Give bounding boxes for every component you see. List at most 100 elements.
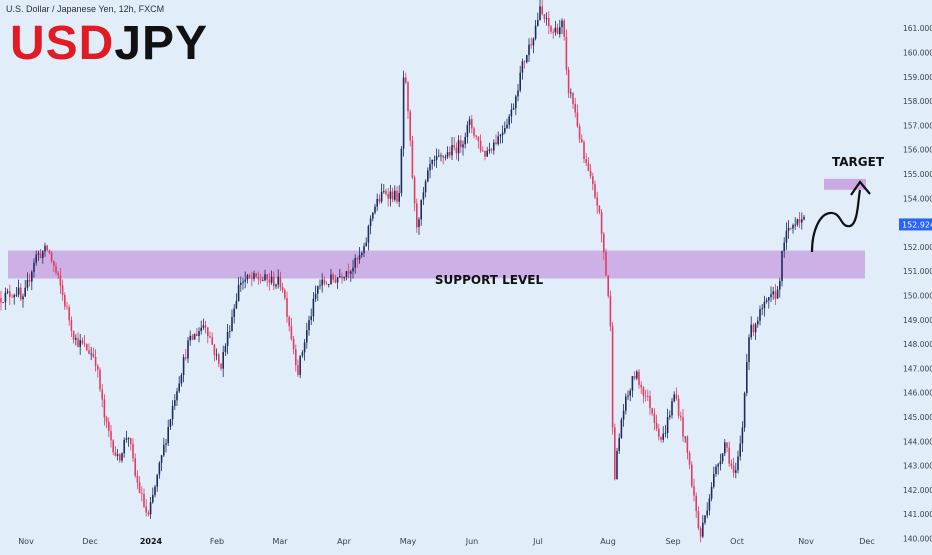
candle xyxy=(123,437,125,458)
candle xyxy=(776,286,779,299)
candle xyxy=(530,37,532,49)
y-tick-label: 159.000 xyxy=(903,73,932,82)
candle xyxy=(589,164,592,180)
candle xyxy=(411,135,414,180)
candle xyxy=(356,256,359,268)
candle xyxy=(92,347,95,359)
candle xyxy=(31,270,33,291)
candle xyxy=(46,244,48,252)
candle xyxy=(264,269,266,282)
candle xyxy=(644,389,647,402)
candle xyxy=(636,370,638,381)
y-tick-label: 158.000 xyxy=(903,97,932,106)
x-tick-label: Nov xyxy=(798,537,814,546)
y-tick-label: 156.000 xyxy=(903,146,932,155)
candle xyxy=(444,154,447,161)
candle xyxy=(64,292,66,311)
candle xyxy=(761,303,763,316)
candle xyxy=(70,316,73,337)
candle xyxy=(534,20,537,41)
candle xyxy=(251,271,253,287)
candle xyxy=(53,260,55,273)
candle xyxy=(218,352,220,368)
candle xyxy=(231,309,233,332)
candle xyxy=(497,131,499,146)
candle xyxy=(587,156,590,172)
candle xyxy=(402,70,405,157)
candle xyxy=(134,453,136,478)
candle xyxy=(385,188,387,196)
candle xyxy=(770,286,772,303)
candle xyxy=(97,364,99,378)
candle xyxy=(581,134,583,144)
candle xyxy=(130,437,132,451)
candle xyxy=(726,441,728,452)
candle xyxy=(121,452,123,463)
candle xyxy=(622,404,625,427)
candle xyxy=(350,269,352,282)
candle xyxy=(306,322,308,349)
candle xyxy=(431,159,433,170)
candle xyxy=(462,140,464,156)
candle xyxy=(638,369,640,389)
candle xyxy=(253,270,255,282)
candle xyxy=(383,183,385,194)
candle xyxy=(336,276,339,289)
candle xyxy=(618,433,620,454)
y-tick-label: 140.000 xyxy=(903,535,932,544)
candle xyxy=(163,437,165,457)
candle xyxy=(662,426,664,443)
candle xyxy=(787,220,790,239)
candle xyxy=(290,317,293,341)
candle xyxy=(633,371,636,381)
x-tick-label: Nov xyxy=(18,537,34,546)
candle xyxy=(440,152,442,162)
candle xyxy=(433,155,436,167)
candle xyxy=(94,349,97,372)
candle xyxy=(262,276,264,282)
candle xyxy=(191,333,194,341)
candle xyxy=(171,400,174,426)
candle xyxy=(156,474,158,492)
candle xyxy=(493,139,495,155)
candle xyxy=(79,333,81,355)
candle xyxy=(640,381,642,394)
candle xyxy=(28,273,31,287)
candle xyxy=(149,496,152,519)
y-tick-label: 154.000 xyxy=(903,194,932,203)
candle xyxy=(598,205,601,215)
candle xyxy=(233,304,235,324)
candle xyxy=(42,249,44,264)
candle xyxy=(449,146,451,159)
candle xyxy=(603,231,605,260)
candle xyxy=(114,446,117,457)
target-zone[interactable] xyxy=(824,178,866,190)
candle xyxy=(61,279,64,301)
candle xyxy=(728,441,730,467)
candle xyxy=(317,285,319,301)
candle xyxy=(295,344,297,372)
candle xyxy=(72,330,75,344)
candle xyxy=(328,283,330,288)
candle xyxy=(611,322,614,435)
candle xyxy=(224,343,227,356)
candle xyxy=(369,215,372,235)
candle xyxy=(574,97,576,118)
candle xyxy=(548,11,550,35)
candle xyxy=(281,282,284,293)
candle xyxy=(477,136,480,149)
candle xyxy=(779,277,781,298)
candle xyxy=(684,436,686,443)
candle xyxy=(620,417,623,439)
candle xyxy=(803,214,805,221)
candle xyxy=(323,276,326,286)
candle xyxy=(796,218,799,227)
candle xyxy=(396,186,398,204)
candle xyxy=(334,274,337,284)
support-zone[interactable] xyxy=(8,250,865,279)
candle xyxy=(688,450,691,470)
candle xyxy=(268,273,271,291)
candle xyxy=(345,270,348,281)
